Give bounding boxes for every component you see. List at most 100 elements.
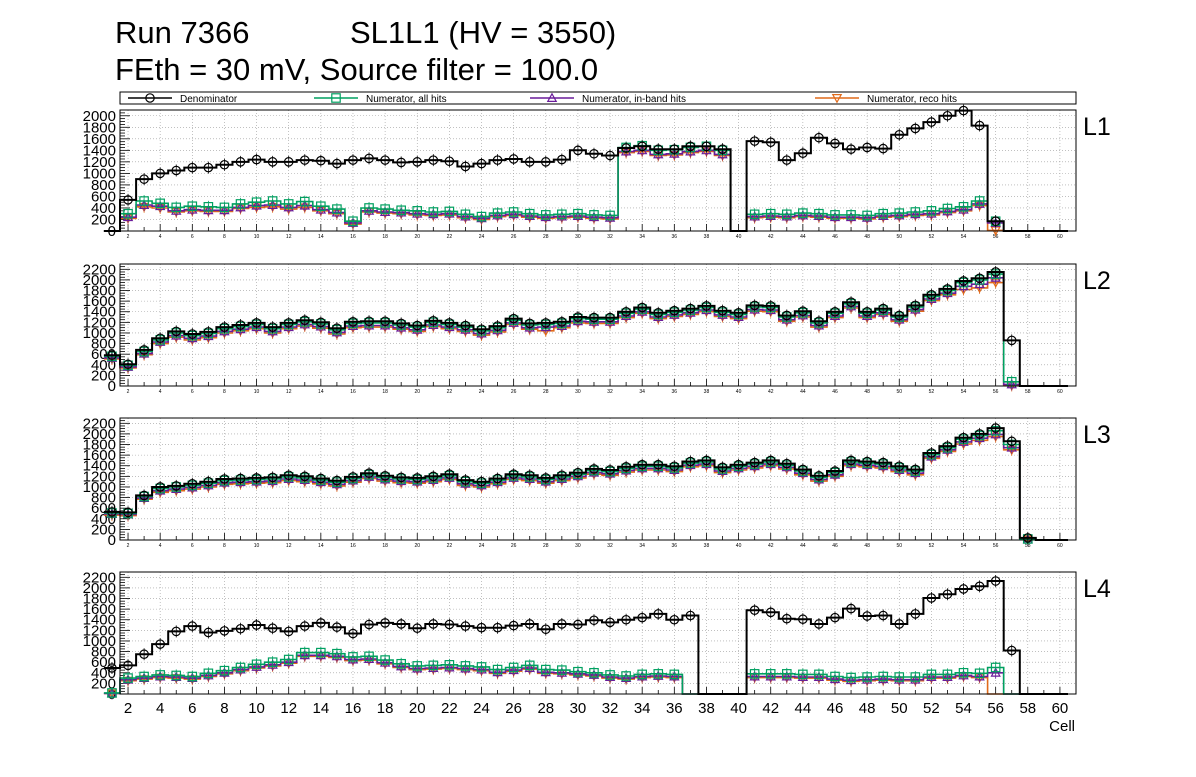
data-point [781, 671, 793, 681]
data-point [556, 667, 568, 677]
data-point [476, 662, 487, 672]
data-point [830, 306, 840, 317]
data-point [283, 654, 294, 665]
data-point [605, 617, 615, 628]
y-tick-label: 2200 [83, 261, 116, 278]
data-point [830, 466, 840, 476]
data-point [733, 307, 744, 318]
y-tick-label: 1800 [83, 591, 116, 608]
y-tick-label: 1800 [83, 437, 116, 454]
x-tick-label: 20 [414, 389, 420, 395]
panel-frame [119, 571, 1077, 695]
data-point [557, 209, 567, 220]
data-point [637, 141, 647, 152]
x-tick-label: 28 [537, 700, 554, 717]
data-point [267, 659, 278, 669]
data-point [878, 143, 888, 154]
data-point [830, 671, 840, 682]
x-tick-label: 48 [864, 543, 870, 549]
x-tick-label: 8 [223, 234, 226, 240]
data-point [910, 207, 921, 217]
data-point [267, 657, 278, 667]
data-point [123, 359, 133, 370]
x-tick-label: 18 [382, 543, 388, 549]
legend-label: Denominator [180, 94, 238, 105]
data-point [476, 211, 487, 222]
data-point [412, 661, 423, 671]
data-point [460, 320, 471, 331]
data-point [331, 207, 343, 217]
data-point [589, 312, 599, 323]
data-point [942, 284, 953, 294]
data-point [171, 205, 182, 215]
y-tick-label: 400 [91, 200, 116, 217]
x-tick-label: 24 [479, 234, 485, 240]
data-point [460, 661, 471, 671]
data-point [460, 209, 471, 220]
data-point [958, 105, 969, 116]
data-point [363, 205, 375, 215]
data-point [348, 155, 358, 165]
x-tick-label: 12 [286, 389, 292, 395]
x-tick-label: 6 [191, 389, 194, 395]
data-point [203, 202, 214, 212]
x-tick-label: 52 [929, 389, 935, 395]
data-point [573, 145, 583, 156]
x-tick-label: 24 [473, 700, 490, 717]
data-point [926, 206, 937, 216]
data-point [894, 672, 905, 682]
data-point [637, 302, 647, 313]
x-tick-label: 56 [993, 389, 999, 395]
data-point [540, 666, 552, 677]
data-point [203, 627, 214, 638]
y-tick-label: 800 [91, 490, 116, 507]
data-point [380, 655, 390, 665]
x-tick-label: 56 [993, 234, 999, 240]
data-point [910, 123, 921, 134]
data-point [798, 669, 808, 680]
data-point [653, 669, 664, 679]
x-tick-label: 4 [159, 234, 162, 240]
data-point [540, 157, 551, 167]
data-point [717, 305, 728, 316]
x-axis-label: Cell [1049, 718, 1075, 735]
data-point [958, 667, 969, 678]
data-point [926, 669, 937, 680]
data-point [235, 199, 246, 209]
x-tick-label: 24 [479, 389, 485, 395]
data-point [428, 315, 439, 326]
data-point [958, 202, 969, 212]
data-point [412, 157, 423, 167]
x-tick-label: 44 [800, 543, 806, 549]
legend-entry: Denominator [128, 93, 238, 105]
data-point [380, 618, 390, 628]
x-tick-label: 10 [254, 234, 260, 240]
x-tick-label: 2 [127, 389, 130, 395]
data-point [621, 461, 631, 472]
data-point [492, 321, 503, 331]
data-point [524, 470, 535, 481]
x-tick-label: 4 [159, 389, 162, 395]
run-label: Run 7366 [115, 15, 249, 50]
data-point [444, 469, 455, 480]
data-point [894, 619, 905, 629]
y-tick-label: 200 [91, 521, 116, 538]
data-point [219, 665, 230, 676]
series-denominator [103, 104, 1068, 232]
series-line [103, 149, 1068, 232]
data-point [171, 626, 182, 637]
data-point [315, 649, 327, 660]
x-tick-label: 44 [800, 389, 806, 395]
y-axis: 0200400600800100012001400160018002000220… [83, 569, 130, 703]
data-point [942, 203, 953, 214]
x-tick-label: 28 [543, 234, 549, 240]
x-tick-label: 38 [704, 234, 710, 240]
data-point [814, 132, 824, 143]
data-point [669, 614, 680, 625]
data-point [476, 622, 487, 633]
data-point [235, 473, 246, 484]
data-point [862, 456, 872, 467]
legend-marker [145, 93, 155, 103]
data-point [251, 154, 262, 165]
